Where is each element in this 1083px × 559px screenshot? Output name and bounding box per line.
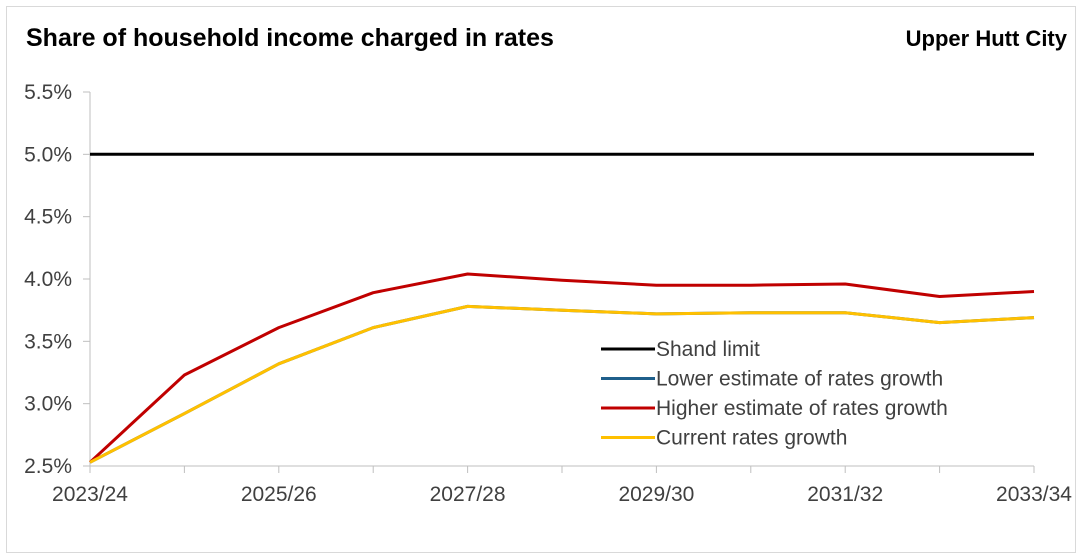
x-axis: 2023/24 2025/26 2027/28 2029/30 2031/32 2033/… — [52, 465, 1072, 506]
series-line-higher-estimate-of-rates-growth — [88, 272, 1035, 464]
y-tick-label: 3.5% — [24, 330, 72, 353]
chart-region-label: Upper Hutt City — [905, 26, 1067, 51]
y-tick-label: 4.0% — [24, 268, 72, 291]
x-tick-label: 2033/34 — [996, 483, 1072, 506]
legend-label: Shand limit — [656, 338, 760, 361]
legend-label: Higher estimate of rates growth — [656, 397, 948, 420]
series-line-current-rates-growth — [89, 304, 1035, 464]
x-tick-label: 2027/28 — [430, 483, 506, 506]
y-tick-label: 2.5% — [24, 455, 72, 478]
legend-label: Lower estimate of rates growth — [656, 368, 943, 391]
x-tick-label: 2031/32 — [807, 483, 883, 506]
y-tick-label: 3.0% — [24, 393, 72, 416]
x-tick-label: 2025/26 — [241, 483, 317, 506]
y-axis: 2.5% 3.0% 3.5% 4.0% 4.5% 5.0% 5.5% — [24, 81, 91, 478]
y-tick-label: 4.5% — [24, 206, 72, 229]
x-tick-label: 2023/24 — [52, 483, 128, 506]
series-lines — [88, 152, 1035, 464]
legend: Shand limit Lower estimate of rates growt… — [601, 338, 948, 450]
y-tick-label: 5.5% — [24, 81, 72, 104]
chart-title: Share of household income charged in rat… — [26, 24, 554, 52]
y-tick-label: 5.0% — [24, 143, 72, 166]
legend-label: Current rates growth — [656, 427, 847, 450]
x-tick-label: 2029/30 — [618, 483, 694, 506]
